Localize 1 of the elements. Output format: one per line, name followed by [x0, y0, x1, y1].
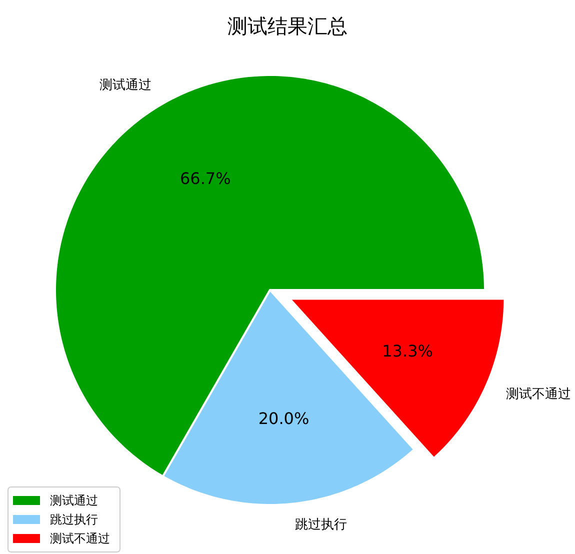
title: 测试结果汇总 [228, 14, 348, 38]
